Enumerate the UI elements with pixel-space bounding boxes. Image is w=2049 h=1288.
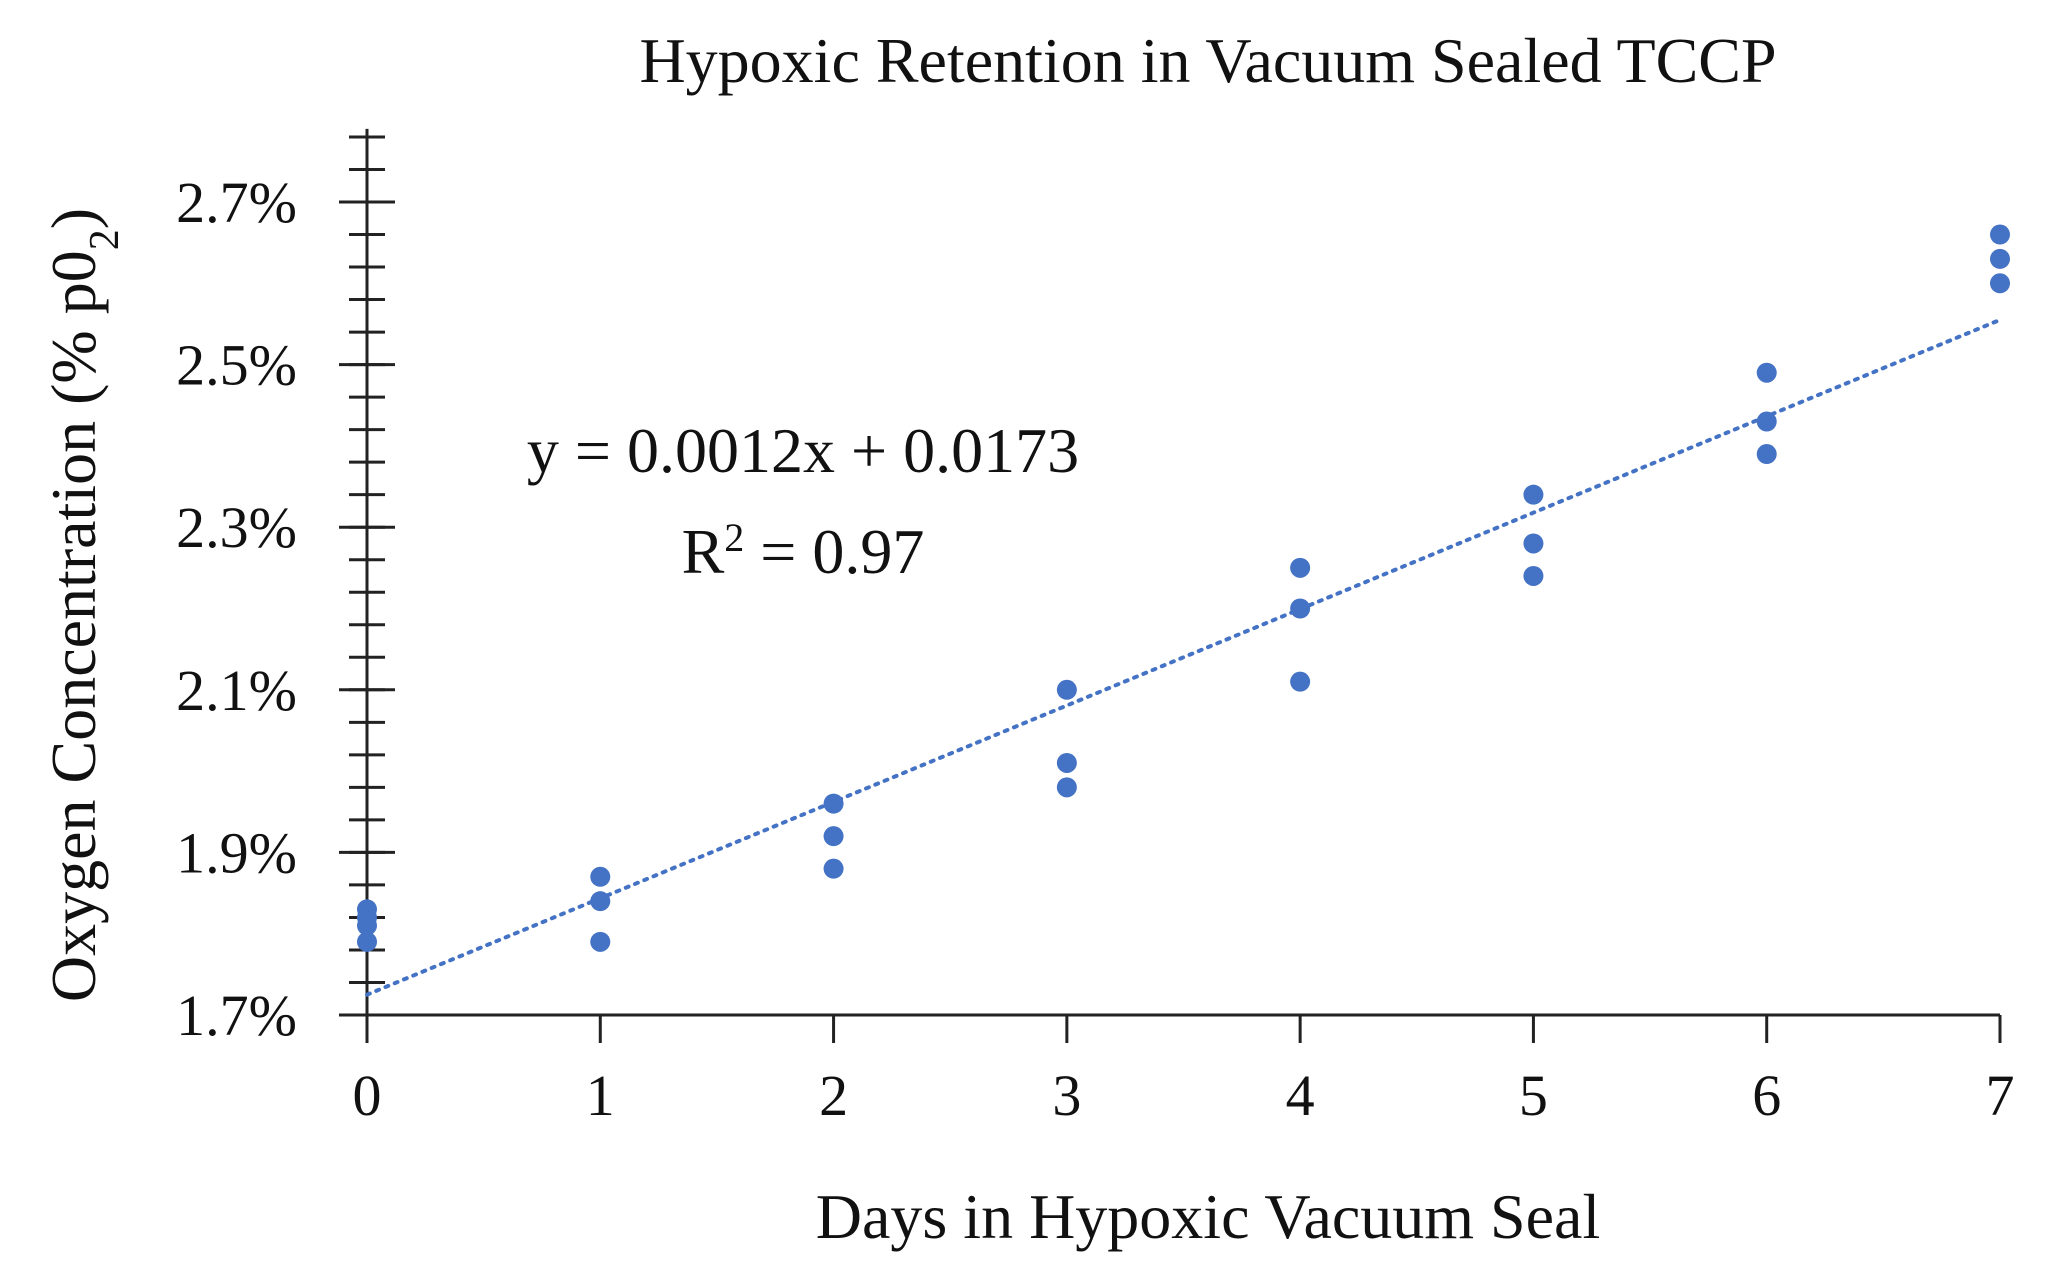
data-point [1523,533,1544,554]
x-tick-label: 6 [1752,1063,1781,1128]
data-point [1990,273,2010,294]
x-tick-label: 3 [1052,1063,1081,1128]
y-axis-title-end: ) [38,208,109,229]
y-axis-title-main: Oxygen Concentration (% p0 [38,250,109,1002]
data-point [590,931,611,952]
data-point [1056,752,1077,773]
y-tick-label: 1.7% [176,983,297,1048]
data-point [1056,777,1077,798]
data-points [357,224,2010,952]
x-tick-label: 2 [819,1063,848,1128]
y-tick-label: 2.7% [176,170,297,235]
r-squared-superscript: 2 [724,515,744,560]
trendline-layer [365,317,2002,997]
data-point [1056,679,1077,700]
data-point [1523,484,1544,505]
data-point [1290,671,1311,692]
x-axis-title: Days in Hypoxic Vacuum Seal [816,1181,1600,1252]
chart-title: Hypoxic Retention in Vacuum Sealed TCCP [639,25,1776,96]
y-tick-label: 1.9% [176,820,297,885]
x-tick-label: 4 [1286,1063,1315,1128]
x-tick-label: 7 [1986,1063,2015,1128]
data-point [357,931,377,952]
data-point [590,891,611,912]
y-tick-label: 2.1% [176,658,297,723]
data-point [1756,444,1777,465]
data-point [823,858,844,879]
r-squared-label: R2 = 0.97 [682,515,925,588]
data-point [590,866,611,887]
y-tick-label: 2.5% [176,333,297,398]
data-point [1756,411,1777,432]
data-point [1523,565,1544,586]
data-point [1290,598,1311,619]
data-point [1756,362,1777,383]
data-point [823,826,844,847]
data-point [823,793,844,814]
x-tick-label: 0 [353,1063,382,1128]
r-squared-letter: R [682,516,725,587]
data-point [357,915,377,936]
y-axis-title-subscript: 2 [82,229,128,250]
x-tick-label: 1 [586,1063,615,1128]
y-axis-title: Oxygen Concentration (% p02) [38,208,128,1002]
x-tick-label: 5 [1519,1063,1548,1128]
data-point [1290,557,1311,578]
data-point [1990,224,2010,245]
trendline [365,317,2002,997]
data-point [1990,248,2010,269]
y-axis: 1.7% 1.9% 2.1% 2.3% 2.5% 2.7% [176,128,395,1048]
y-tick-label: 2.3% [176,495,297,560]
r-squared-value: = 0.97 [744,516,924,587]
trendline-equation: y = 0.0012x + 0.0173 [527,415,1079,486]
x-axis: 0 1 2 3 4 5 6 7 [345,1013,2015,1128]
